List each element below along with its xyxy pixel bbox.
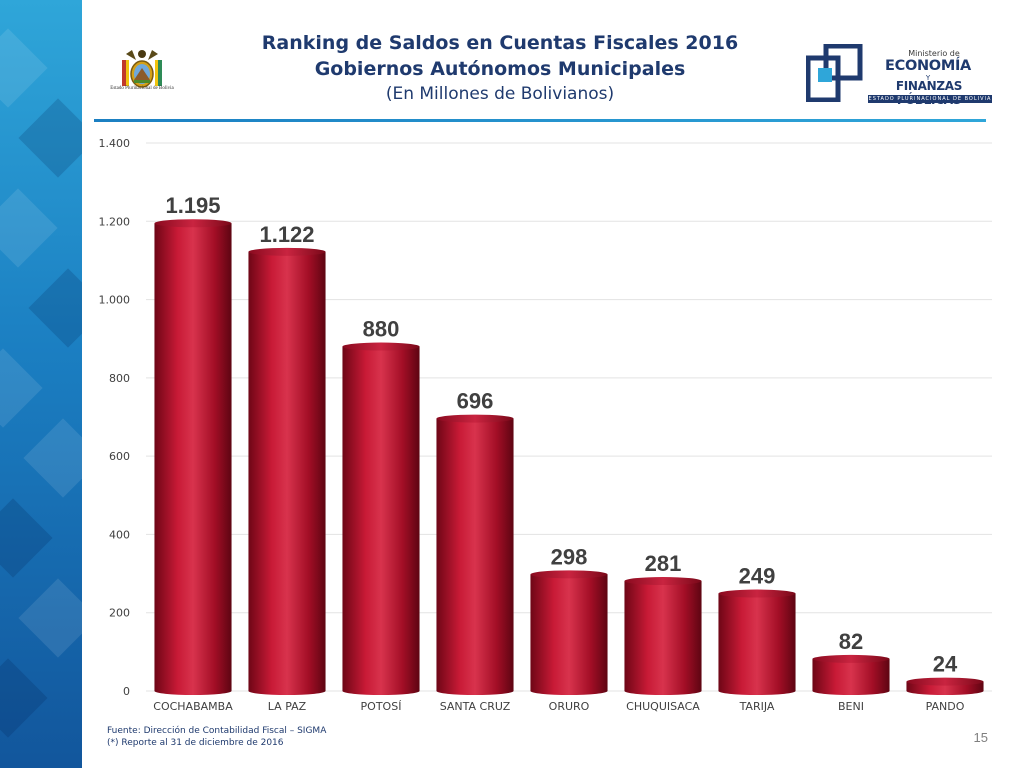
x-tick-label: COCHABAMBA — [153, 700, 233, 713]
bar-body — [342, 346, 420, 695]
logo-text-ministerio: Ministerio de — [908, 49, 960, 58]
x-tick-label: ORURO — [549, 700, 590, 713]
bar-body — [436, 418, 514, 695]
y-tick-label: 200 — [109, 607, 130, 620]
x-tick-label: PANDO — [926, 700, 965, 713]
bar-la-paz — [248, 247, 326, 695]
bar-chart: 0 200 400 600 800 1.000 1.200 1.400 1.195 COCHABA… — [99, 137, 992, 713]
data-label: 1.122 — [259, 222, 314, 247]
bar-cap — [154, 219, 232, 228]
bar-cap — [436, 414, 514, 423]
bar-body — [624, 581, 702, 695]
ministry-logo: Ministerio de ECONOMÍA Y FINANZAS PÚBLIC… — [806, 44, 992, 107]
data-label: 696 — [457, 389, 494, 414]
y-tick-label: 600 — [109, 450, 130, 463]
y-tick-label: 400 — [109, 528, 130, 541]
bar-chuquisaca — [624, 577, 702, 695]
bar-pando — [906, 677, 984, 695]
bar-beni — [812, 654, 890, 695]
x-tick-label: CHUQUISACA — [626, 700, 700, 713]
bar-oruro — [530, 570, 608, 695]
x-tick-label: LA PAZ — [268, 700, 307, 713]
y-tick-label: 1.200 — [99, 215, 131, 228]
data-label: 82 — [839, 629, 863, 654]
data-label: 24 — [933, 652, 958, 677]
data-label: 249 — [739, 564, 776, 589]
bar-cap — [342, 342, 420, 351]
page-number: 15 — [973, 730, 988, 745]
bar-cap — [906, 677, 984, 686]
ministry-logo-mark-icon — [806, 44, 863, 102]
chart-title-line2: Gobiernos Autónomos Municipales — [314, 58, 686, 80]
x-tick-label: POTOSÍ — [361, 700, 402, 713]
coat-caption: Estado Plurinacional de Bolivia — [110, 86, 174, 91]
bar-cap — [530, 570, 608, 579]
chart-subtitle: (En Millones de Bolivianos) — [385, 84, 615, 104]
chart-title-line1: Ranking de Saldos en Cuentas Fiscales 20… — [261, 32, 739, 54]
header-rule — [94, 119, 986, 122]
data-label: 880 — [363, 317, 400, 342]
bar-body — [718, 593, 796, 695]
source-text: Fuente: Dirección de Contabilidad Fiscal… — [107, 726, 327, 736]
bar-body — [154, 223, 232, 695]
side-decoration — [0, 0, 82, 768]
x-tick-label: TARIJA — [739, 700, 775, 713]
y-tick-label: 1.000 — [99, 294, 131, 307]
source-note: Fuente: Dirección de Contabilidad Fiscal… — [107, 725, 326, 749]
logo-text-y: Y — [925, 74, 931, 82]
bar-potos- — [342, 342, 420, 695]
title-block: Ranking de Saldos en Cuentas Fiscales 20… — [200, 30, 800, 106]
bar-cap — [624, 577, 702, 586]
x-tick-label: SANTA CRUZ — [440, 700, 511, 713]
y-tick-label: 1.400 — [99, 137, 131, 150]
data-label: 1.195 — [165, 193, 220, 218]
logo-text-economia: ECONOMÍA — [885, 58, 971, 74]
bar-cap — [248, 247, 326, 256]
bar-body — [530, 574, 608, 695]
report-date-note: (*) Reporte al 31 de diciembre de 2016 — [107, 738, 284, 748]
data-label: 281 — [645, 551, 682, 576]
logo-text-estado: ESTADO PLURINACIONAL DE BOLIVIA — [868, 95, 992, 103]
bar-tarija — [718, 589, 796, 695]
bolivia-coat-of-arms-icon — [122, 50, 162, 88]
bar-cap — [718, 589, 796, 598]
bar-cap — [812, 654, 890, 663]
y-tick-label: 0 — [123, 685, 130, 698]
x-tick-label: BENI — [838, 700, 864, 713]
bar-body — [248, 251, 326, 695]
data-label: 298 — [551, 544, 588, 569]
bar-body — [812, 658, 890, 695]
y-tick-label: 800 — [109, 372, 130, 385]
bar-santa-cruz — [436, 414, 514, 695]
bar-cochabamba — [154, 219, 232, 695]
